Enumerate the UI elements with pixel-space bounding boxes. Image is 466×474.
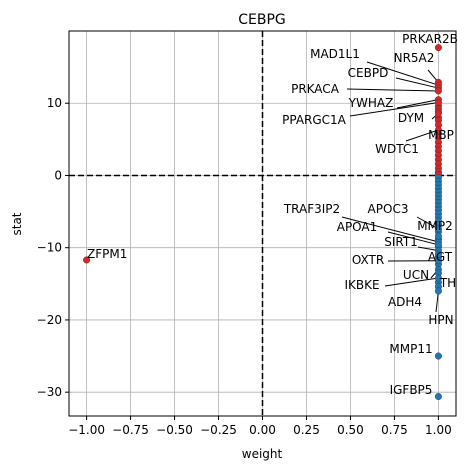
point-label: OXTR <box>352 253 384 267</box>
point-label: UCN <box>403 268 429 282</box>
point-label: APOC3 <box>368 202 409 216</box>
point-label: HPN <box>428 313 453 327</box>
point-label: PRKAR2B <box>402 32 458 46</box>
data-point-mmp11 <box>435 353 442 360</box>
x-tick-label: 0.25 <box>293 423 320 437</box>
chart-title: CEBPG <box>238 12 286 28</box>
point-label: WDTC1 <box>375 142 419 156</box>
data-point-prkaca <box>435 88 442 95</box>
y-tick-label: −30 <box>37 385 62 399</box>
data-point-igfbp5 <box>435 393 442 400</box>
point-label: CEBPD <box>348 66 389 80</box>
x-tick-label: −0.75 <box>112 423 149 437</box>
point-label: MAD1L1 <box>310 47 360 61</box>
y-tick-label: 0 <box>54 168 62 182</box>
x-tick-label: 0.00 <box>249 423 276 437</box>
point-label: IKBKE <box>344 278 379 292</box>
point-label: IGFBP5 <box>390 383 433 397</box>
point-label: AGT <box>428 250 453 264</box>
point-label: PRKACA <box>291 82 340 96</box>
y-axis-label: stat <box>10 212 24 235</box>
point-label: APOA1 <box>337 220 378 234</box>
data-point-dym <box>435 110 442 117</box>
x-tick-label: 1.00 <box>425 423 452 437</box>
x-tick-label: 0.50 <box>337 423 364 437</box>
x-axis-label: weight <box>242 447 283 461</box>
y-tick-label: 10 <box>47 96 62 110</box>
point-label: DYM <box>398 111 424 125</box>
point-label: ADH4 <box>388 295 422 309</box>
point-label: SIRT1 <box>384 235 418 249</box>
point-label: ZFPM1 <box>87 247 127 261</box>
point-label: PPARGC1A <box>282 113 347 127</box>
point-label: MBP <box>428 128 454 142</box>
point-label: TH <box>439 276 456 290</box>
x-tick-label: −0.50 <box>156 423 193 437</box>
y-tick-label: −10 <box>37 241 62 255</box>
x-tick-label: 0.75 <box>381 423 408 437</box>
data-point-ppargc1a <box>435 99 442 106</box>
point-label: MMP2 <box>417 219 453 233</box>
point-label: NR5A2 <box>394 51 435 65</box>
x-tick-label: −0.25 <box>200 423 237 437</box>
data-point-mmp2 <box>435 233 442 240</box>
x-tick-label: −1.00 <box>68 423 105 437</box>
point-label: MMP11 <box>389 342 432 356</box>
point-label: YWHAZ <box>348 96 394 110</box>
y-tick-label: −20 <box>37 313 62 327</box>
point-label: TRAF3IP2 <box>283 202 340 216</box>
